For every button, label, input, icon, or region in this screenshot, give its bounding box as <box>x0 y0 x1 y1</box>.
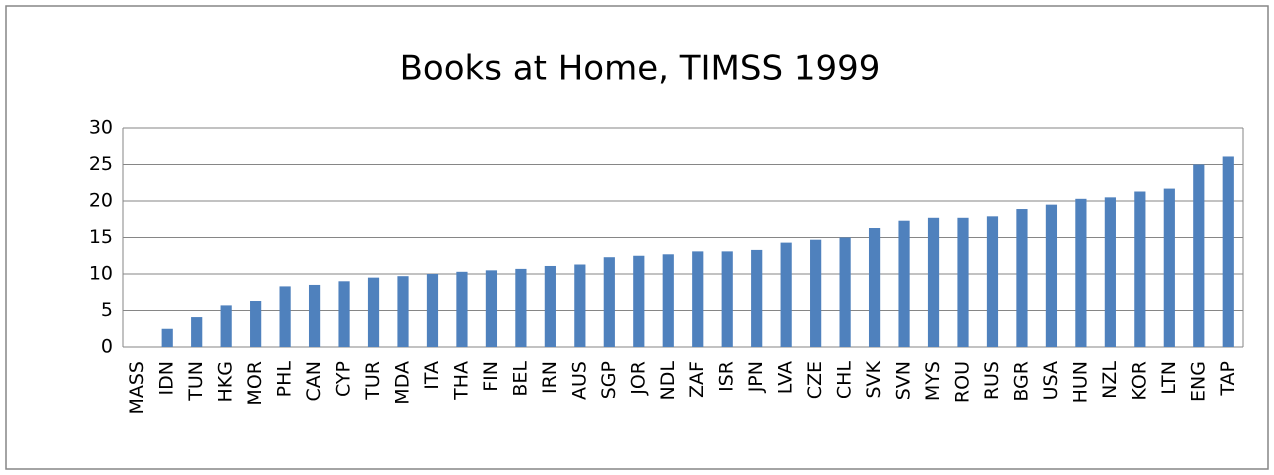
bar <box>721 251 733 347</box>
x-tick-label: NZL <box>1099 361 1121 399</box>
x-tick-label: PHL <box>274 361 296 398</box>
x-tick-label: CYP <box>333 361 355 397</box>
bar <box>1045 204 1058 347</box>
x-tick-label: MASS <box>126 361 148 415</box>
x-tick-label: LTN <box>1158 361 1180 395</box>
bar <box>1222 156 1234 347</box>
x-tick-label: CZE <box>804 361 826 399</box>
bar <box>751 249 763 347</box>
bar <box>898 220 910 347</box>
x-tick-label: HUN <box>1069 361 1091 403</box>
x-tick-label: TUR <box>362 361 384 401</box>
bar <box>662 254 674 347</box>
bar <box>515 268 527 347</box>
bar <box>456 271 468 347</box>
bar <box>367 277 380 347</box>
bar <box>1075 198 1087 347</box>
bar <box>986 216 999 347</box>
x-tick-label: ROU <box>952 361 974 403</box>
x-tick-label: FIN <box>480 361 502 392</box>
bar <box>338 281 350 347</box>
x-tick-label: IDN <box>156 361 178 395</box>
x-tick-label: RUS <box>981 361 1003 400</box>
y-tick-label: 25 <box>89 153 113 175</box>
bar <box>250 301 262 347</box>
x-tick-label: ZAF <box>686 361 708 398</box>
x-tick-label: JPN <box>745 361 767 393</box>
x-tick-label: MOR <box>244 361 266 406</box>
x-tick-label: SGP <box>598 361 620 399</box>
x-tick-label: NDL <box>657 361 679 401</box>
y-tick-label: 0 <box>101 336 113 358</box>
bar <box>574 264 586 347</box>
bar <box>485 270 498 347</box>
bar <box>220 305 232 347</box>
x-tick-label: IRN <box>539 361 561 394</box>
bar <box>603 257 615 347</box>
bar <box>839 237 851 347</box>
bar <box>1193 164 1205 347</box>
bar <box>279 286 291 347</box>
bar <box>780 242 792 347</box>
x-tick-label: ENG <box>1187 361 1209 402</box>
bar <box>544 265 556 347</box>
bar <box>191 317 203 347</box>
y-tick-label: 10 <box>89 263 113 285</box>
x-tick-label: CAN <box>303 361 325 401</box>
x-tick-label: MDA <box>392 361 414 405</box>
x-tick-label: ITA <box>421 361 443 390</box>
y-tick-label: 5 <box>101 299 113 321</box>
x-tick-label: ISR <box>716 361 738 392</box>
x-tick-label: BEL <box>509 361 531 397</box>
x-tick-label: JOR <box>627 361 649 396</box>
x-tick-label: AUS <box>568 361 590 400</box>
x-tick-label: SVK <box>863 360 885 398</box>
bar <box>868 228 881 347</box>
bar <box>957 217 969 347</box>
bar <box>810 239 822 347</box>
x-tick-label: CHL <box>834 361 856 400</box>
x-tick-label: TUN <box>185 361 207 402</box>
bar <box>161 328 173 347</box>
y-tick-label: 20 <box>89 190 113 212</box>
x-tick-label: KOR <box>1128 361 1150 401</box>
chart-title: Books at Home, TIMSS 1999 <box>400 49 881 89</box>
bar <box>426 274 439 347</box>
x-tick-label: LVA <box>775 361 797 394</box>
x-tick-label: BGR <box>1010 361 1032 402</box>
y-tick-label: 30 <box>89 117 113 139</box>
bar <box>1134 191 1146 347</box>
x-tick-label: MYS <box>922 361 944 401</box>
x-tick-label: USA <box>1040 361 1062 400</box>
x-tick-label: TAP <box>1217 361 1239 397</box>
x-tick-label: HKG <box>215 361 237 402</box>
x-tick-label: SVN <box>893 361 915 400</box>
bar <box>308 284 321 347</box>
bar <box>397 276 409 347</box>
bar <box>1163 188 1175 347</box>
bar <box>633 255 645 347</box>
bar <box>692 251 704 347</box>
x-tick-label: THA <box>450 361 472 401</box>
bar <box>1104 197 1116 347</box>
bar <box>1016 209 1028 347</box>
bar <box>927 217 940 347</box>
y-tick-label: 15 <box>89 226 113 248</box>
